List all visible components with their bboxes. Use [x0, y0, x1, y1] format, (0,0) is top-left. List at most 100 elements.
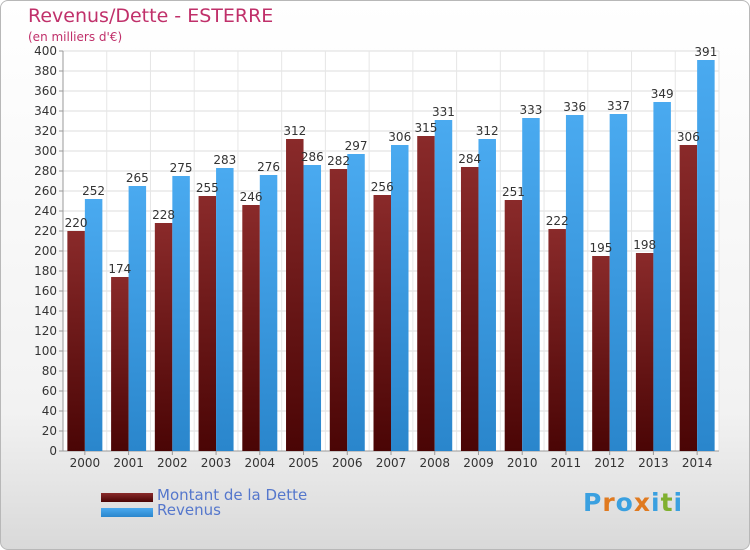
data-label: 297 [345, 139, 368, 153]
bar-revenus [128, 186, 147, 451]
bar-dette [679, 145, 698, 451]
chart-title: Revenus/Dette - ESTERRE [28, 5, 274, 27]
y-tick-label: 140 [34, 304, 57, 318]
logo-letter: t [660, 488, 674, 517]
bar-revenus [697, 60, 715, 451]
data-label: 174 [108, 262, 131, 276]
data-label: 220 [65, 216, 88, 230]
data-label: 198 [633, 238, 656, 252]
bar-dette [242, 205, 260, 451]
x-tick-label: 2011 [551, 456, 582, 470]
data-label: 284 [458, 152, 481, 166]
bar-dette [329, 169, 348, 451]
legend-label-revenus: Revenus [157, 501, 221, 519]
y-tick-label: 80 [42, 364, 57, 378]
data-label: 252 [82, 184, 105, 198]
logo-letter: r [602, 488, 616, 517]
bar-revenus [434, 120, 453, 451]
data-label: 349 [651, 87, 674, 101]
x-tick-label: 2003 [201, 456, 232, 470]
bars [67, 60, 715, 451]
bar-revenus [172, 176, 190, 451]
data-label: 337 [607, 99, 630, 113]
x-tick-label: 2010 [507, 456, 538, 470]
x-axis-ticks: 2000 2001 2002 2003 2004 2005 2006 2007 2008 2009… [70, 451, 712, 470]
x-tick-label: 2005 [288, 456, 319, 470]
x-tick-label: 2008 [419, 456, 450, 470]
data-label: 275 [170, 161, 193, 175]
legend-label-dette: Montant de la Dette [157, 486, 308, 504]
bar-dette [504, 200, 523, 451]
bar-revenus [609, 114, 628, 451]
x-tick-label: 2002 [157, 456, 188, 470]
x-tick-label: 2001 [113, 456, 144, 470]
y-tick-label: 180 [34, 264, 57, 278]
y-axis-ticks: 0 20 40 60 80 100 120 140 160 180 200 220 240 260 280 3… [34, 44, 63, 458]
y-tick-label: 20 [42, 424, 57, 438]
bar-dette [111, 277, 129, 451]
bar-dette [635, 253, 654, 451]
legend-swatch-dette [101, 493, 153, 502]
data-label: 312 [283, 124, 306, 138]
bar-revenus [653, 102, 671, 451]
data-label: 391 [694, 45, 717, 59]
logo-letter: i [651, 488, 661, 517]
bar-revenus [216, 168, 234, 451]
bar-revenus [565, 115, 584, 451]
y-tick-label: 220 [34, 224, 57, 238]
logo-letter: x [633, 488, 651, 517]
data-label: 222 [546, 214, 569, 228]
bar-dette [460, 167, 479, 451]
y-tick-label: 300 [34, 144, 57, 158]
data-label: 276 [257, 160, 280, 174]
data-label: 286 [301, 150, 324, 164]
x-tick-label: 2009 [463, 456, 494, 470]
bar-dette [154, 223, 173, 451]
y-tick-label: 400 [34, 44, 57, 58]
y-tick-label: 320 [34, 124, 57, 138]
y-tick-label: 100 [34, 344, 57, 358]
data-label: 282 [327, 154, 350, 168]
chart-subtitle: (en milliers d'€) [28, 30, 123, 44]
bar-revenus [478, 139, 496, 451]
data-label: 336 [563, 100, 586, 114]
x-tick-label: 2000 [70, 456, 101, 470]
bar-dette [198, 196, 217, 451]
y-tick-label: 260 [34, 184, 57, 198]
data-label: 195 [589, 241, 612, 255]
data-label: 246 [240, 190, 263, 204]
bar-dette [373, 195, 391, 451]
bar-revenus [522, 118, 540, 451]
bar-dette [592, 256, 610, 451]
x-tick-label: 2012 [594, 456, 625, 470]
bar-dette [417, 136, 435, 451]
data-label: 255 [196, 181, 219, 195]
y-tick-label: 380 [34, 64, 57, 78]
data-label: 283 [213, 153, 236, 167]
y-tick-label: 60 [42, 384, 57, 398]
data-label: 312 [476, 124, 499, 138]
y-tick-label: 340 [34, 104, 57, 118]
bar-revenus [303, 165, 322, 451]
data-label: 306 [677, 130, 700, 144]
x-tick-label: 2007 [376, 456, 407, 470]
logo-letter: o [615, 488, 634, 517]
y-tick-label: 40 [42, 404, 57, 418]
legend-swatch-revenus [101, 508, 153, 517]
x-tick-label: 2013 [638, 456, 669, 470]
y-tick-label: 280 [34, 164, 57, 178]
data-label: 265 [126, 171, 149, 185]
data-label: 251 [502, 185, 525, 199]
data-label: 306 [388, 130, 411, 144]
data-label: 331 [432, 105, 455, 119]
proxiti-logo: Proxiti [583, 488, 683, 517]
data-label: 228 [152, 208, 175, 222]
x-tick-label: 2004 [245, 456, 276, 470]
data-label: 256 [371, 180, 394, 194]
y-tick-label: 360 [34, 84, 57, 98]
y-tick-label: 160 [34, 284, 57, 298]
y-tick-label: 0 [49, 444, 57, 458]
